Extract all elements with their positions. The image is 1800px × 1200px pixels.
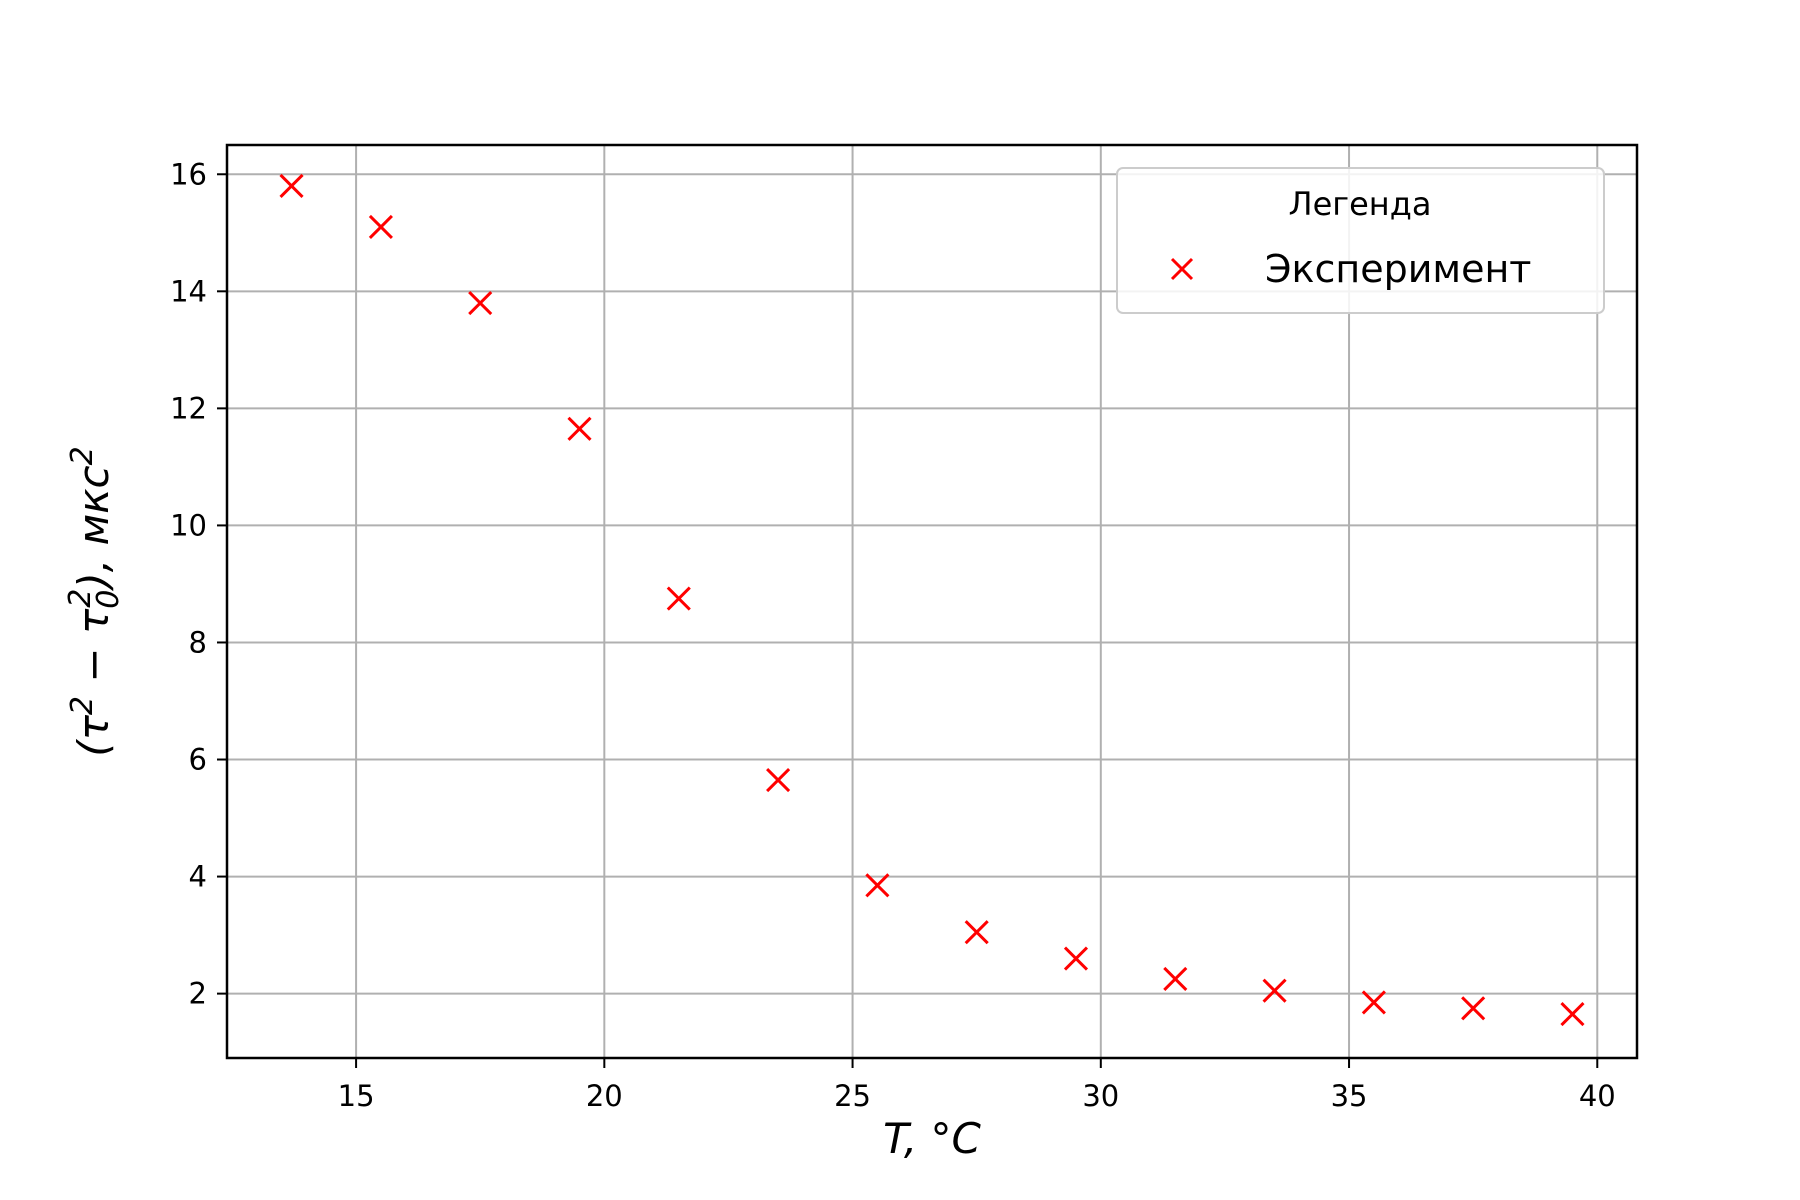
data-point: [1361, 990, 1386, 1015]
y-tick-label: 10: [170, 508, 207, 542]
y-tick-label: 8: [189, 625, 207, 659]
y-axis-label: (τ2 − τ02), мкс2: [63, 446, 126, 756]
data-point: [1461, 996, 1486, 1021]
data-point: [865, 873, 890, 898]
x-tick-label: 15: [338, 1079, 375, 1113]
data-point: [368, 214, 393, 239]
x-tick-label: 20: [586, 1079, 623, 1113]
data-point: [1063, 946, 1089, 971]
legend: Легенда Эксперимент: [1116, 167, 1605, 314]
y-tick-label: 6: [189, 743, 207, 777]
y-axis-label-sub: 0: [91, 590, 126, 609]
y-tick-label: 2: [189, 977, 207, 1011]
y-axis-label-part: − τ: [69, 608, 118, 696]
legend-title: Легенда: [1289, 185, 1432, 223]
y-axis-label-sup: 2: [63, 589, 98, 608]
legend-entry-label: Эксперимент: [1265, 247, 1531, 291]
plot-frame: [225, 143, 1639, 1060]
y-tick-label: 4: [189, 860, 207, 894]
data-point: [666, 586, 691, 611]
x-tick-label: 40: [1579, 1079, 1616, 1113]
x-axis-label: T, °C: [883, 1114, 981, 1163]
data-point: [279, 173, 304, 199]
legend-box: [1116, 167, 1605, 314]
y-axis-label-sup: 2: [65, 446, 100, 465]
y-axis-label-part: ), мкс: [69, 465, 118, 591]
data-point: [1163, 966, 1188, 992]
data-point: [567, 416, 592, 441]
x-tick-label: 30: [1082, 1079, 1119, 1113]
y-axis-label-sup: 2: [65, 696, 100, 715]
y-tick-label: 14: [170, 274, 207, 308]
data-point: [1560, 1002, 1585, 1027]
x-tick-label: 35: [1331, 1079, 1368, 1113]
y-axis-label-part: (τ: [69, 714, 118, 756]
legend-marker-x: [1170, 257, 1194, 281]
data-point: [766, 767, 791, 793]
data-points: [279, 173, 1585, 1027]
data-point: [1262, 978, 1287, 1003]
y-tick-label: 16: [170, 157, 207, 191]
y-tick-label: 12: [170, 391, 207, 425]
data-point: [964, 920, 989, 945]
x-tick-label: 25: [834, 1079, 871, 1113]
data-point: [468, 290, 493, 316]
ticks: 15 20 25 30 35 40 2 4 6 8 10 12 14 16: [170, 157, 1616, 1113]
